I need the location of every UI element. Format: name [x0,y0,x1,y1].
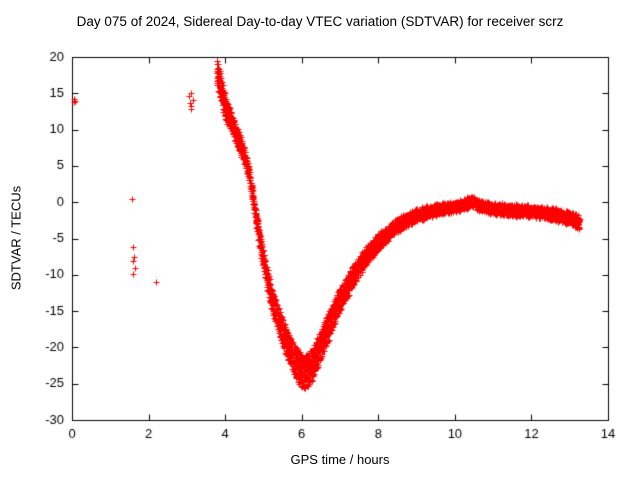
x-axis-label: GPS time / hours [290,452,390,467]
chart-title: Day 075 of 2024, Sidereal Day-to-day VTE… [76,14,564,29]
y-axis-label: SDTVAR / TECUs [8,185,24,291]
